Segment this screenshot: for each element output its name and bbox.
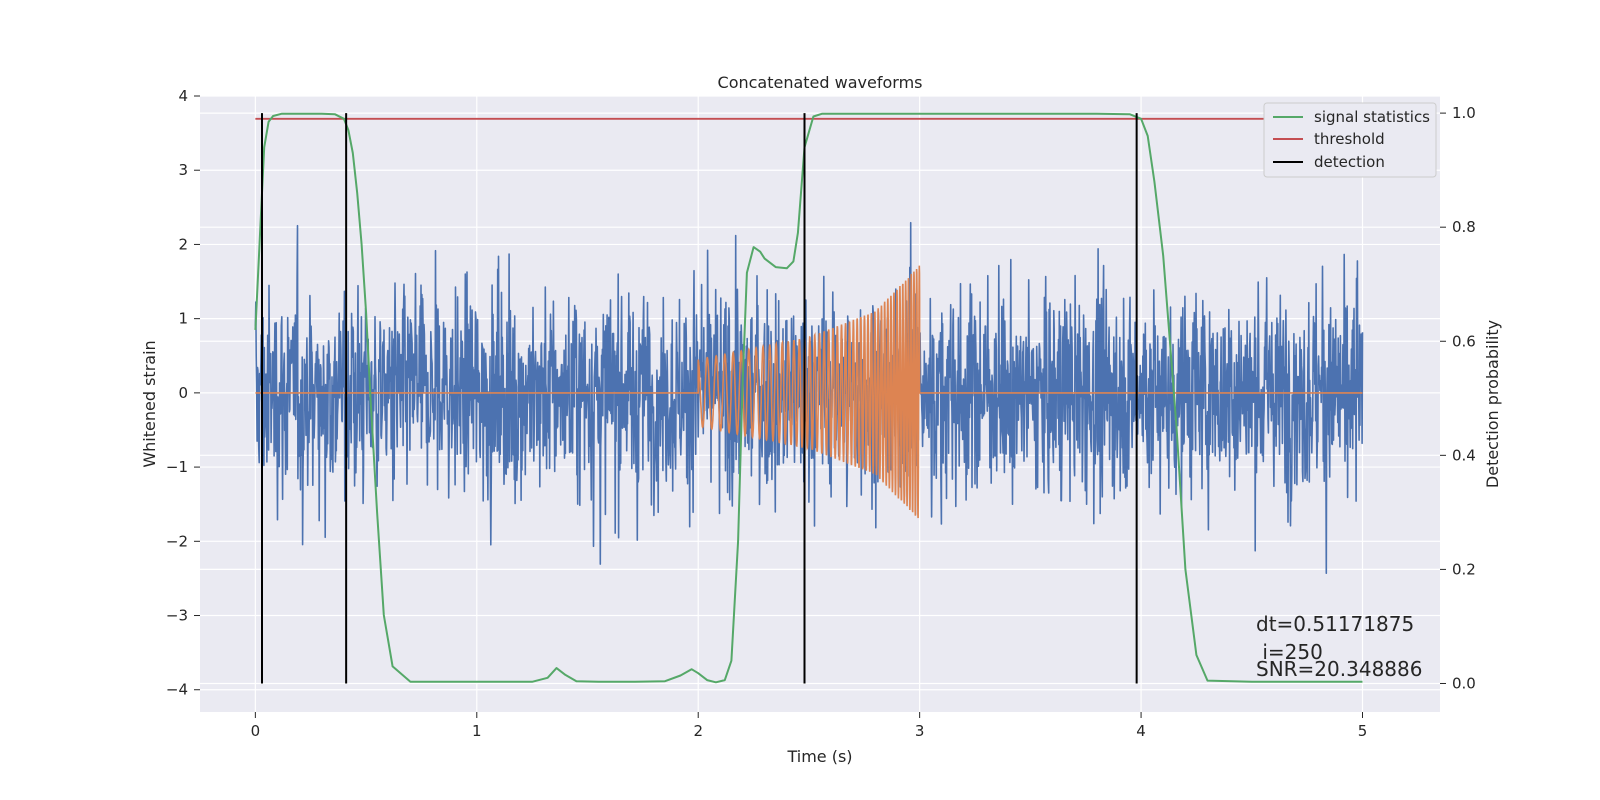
annotation-index: i=250 bbox=[1256, 640, 1323, 664]
y-right-tick-label-5: 0.0 bbox=[1452, 674, 1476, 692]
y-right-axis-ticks: 1.0 0.8 0.6 0.4 0.2 0.0 bbox=[1440, 104, 1476, 692]
y-left-tick-label-7: −3 bbox=[166, 607, 188, 625]
legend-label-signal-statistics: signal statistics bbox=[1314, 108, 1430, 126]
chart-title: Concatenated waveforms bbox=[718, 73, 923, 92]
x-tick-label-0: 0 bbox=[251, 722, 261, 740]
annotation-dt: dt=0.51171875 bbox=[1256, 612, 1414, 636]
detection-series bbox=[261, 113, 1138, 684]
legend-box bbox=[1263, 102, 1437, 178]
y-left-axis-label: Whitened strain bbox=[140, 340, 159, 467]
x-axis-label: Time (s) bbox=[786, 747, 852, 766]
legend: signal statistics threshold detection bbox=[1263, 102, 1437, 178]
x-axis-ticks: 0 1 2 3 4 5 bbox=[251, 712, 1368, 740]
legend-label-detection: detection bbox=[1314, 153, 1385, 171]
y-right-tick-label-2: 0.6 bbox=[1452, 332, 1476, 350]
x-tick-label-3: 3 bbox=[915, 722, 925, 740]
y-right-tick-label-4: 0.2 bbox=[1452, 560, 1476, 578]
signal-statistics-series bbox=[254, 112, 1363, 684]
strain-line bbox=[254, 221, 1364, 574]
annotation-snr: SNR=20.348886 bbox=[1256, 657, 1422, 681]
y-left-tick-label-1: 3 bbox=[178, 161, 188, 179]
y-right-tick-label-1: 0.8 bbox=[1452, 218, 1476, 236]
injection-line bbox=[255, 265, 1363, 519]
y-left-tick-label-8: −4 bbox=[166, 681, 188, 699]
y-right-tick-label-0: 1.0 bbox=[1452, 104, 1476, 122]
x-tick-label-2: 2 bbox=[693, 722, 703, 740]
x-tick-label-4: 4 bbox=[1136, 722, 1146, 740]
y-left-axis-ticks: 4 3 2 1 0 −1 −2 −3 −4 bbox=[166, 87, 200, 699]
y-left-tick-label-3: 1 bbox=[178, 310, 188, 328]
legend-label-threshold: threshold bbox=[1314, 130, 1385, 148]
y-left-tick-label-5: −1 bbox=[166, 458, 188, 476]
annotation: dt=0.51171875 i=250 SNR=20.348886 bbox=[1256, 612, 1422, 681]
y-left-tick-label-6: −2 bbox=[166, 532, 188, 550]
x-tick-label-1: 1 bbox=[472, 722, 482, 740]
strain-series bbox=[254, 221, 1364, 574]
x-tick-label-5: 5 bbox=[1358, 722, 1368, 740]
y-left-tick-label-0: 4 bbox=[178, 87, 188, 105]
injection-series bbox=[255, 265, 1363, 519]
y-right-tick-label-3: 0.4 bbox=[1452, 446, 1476, 464]
signal-statistics-line bbox=[254, 112, 1363, 684]
y-left-tick-label-2: 2 bbox=[178, 235, 188, 253]
y-right-axis-label: Detection probability bbox=[1483, 320, 1502, 488]
y-left-tick-label-4: 0 bbox=[178, 384, 188, 402]
